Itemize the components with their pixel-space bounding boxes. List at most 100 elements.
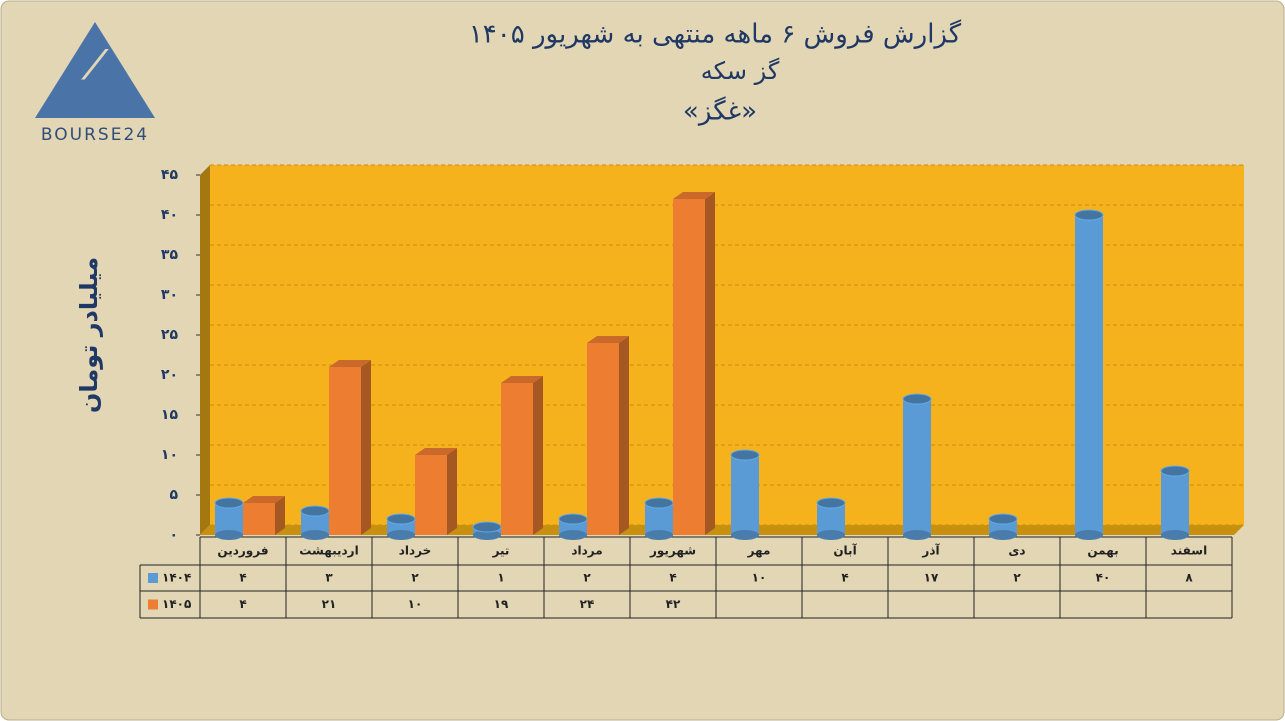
- y-tick-label: ۱۵: [161, 407, 179, 423]
- table-value: ۱: [497, 571, 504, 585]
- table-value: ۲: [583, 571, 591, 585]
- bar-side: [275, 496, 285, 535]
- table-value: ۲۱: [322, 597, 337, 611]
- x-tick-label: آبان: [833, 543, 857, 558]
- bar-cylinder: [472, 521, 502, 540]
- bar-cylinder: [730, 449, 760, 540]
- bar: [415, 448, 457, 535]
- legend-label: ۱۴۰۴: [162, 571, 191, 585]
- bar-cylinder: [816, 497, 846, 540]
- chart-title: گزارش فروش ۶ ماهه منتهی به شهریور ۱۴۰۵: [469, 19, 962, 50]
- bar-cylinder: [300, 505, 330, 540]
- bar-base: [903, 530, 931, 540]
- table-value: ۴: [841, 571, 848, 585]
- bar-top: [386, 513, 416, 525]
- y-tick-label: ۳۰: [161, 287, 178, 303]
- legend-swatch: [148, 573, 158, 583]
- bar-top: [300, 505, 330, 517]
- table-value: ۲: [411, 571, 419, 585]
- bar-cylinder: [214, 497, 244, 540]
- bar-top: [730, 449, 760, 461]
- bar-top: [558, 513, 588, 525]
- table-value: ۱۰: [408, 597, 423, 611]
- x-tick-label: تیر: [492, 544, 510, 558]
- bar-top: [816, 497, 846, 509]
- y-tick-label: ۴۵: [161, 167, 179, 183]
- bar-top: [988, 513, 1018, 525]
- bar-base: [989, 530, 1017, 540]
- table-value: ۱۰: [752, 571, 767, 585]
- y-tick-label: ۵: [169, 487, 178, 503]
- table-value: ۴: [239, 571, 246, 585]
- y-tick-label: ۲۰: [161, 367, 178, 383]
- table-value: ۱۹: [494, 597, 509, 611]
- bar-side: [533, 376, 543, 535]
- table-value: ۳: [325, 571, 333, 585]
- bar-top: [644, 497, 674, 509]
- x-tick-label: فروردین: [217, 544, 268, 559]
- bar-base: [645, 530, 673, 540]
- bar-cylinder: [644, 497, 674, 540]
- bar-base: [387, 530, 415, 540]
- x-tick-label: خرداد: [399, 544, 432, 558]
- bar-front: [587, 343, 619, 535]
- bar: [243, 496, 285, 535]
- bar-cylinder: [1074, 209, 1104, 540]
- bar: [501, 376, 543, 535]
- bar-front: [673, 199, 705, 535]
- x-tick-label: دی: [1008, 544, 1025, 558]
- bar-base: [1161, 530, 1189, 540]
- bar-base: [215, 530, 243, 540]
- bar-body: [731, 455, 759, 535]
- bar-base: [731, 530, 759, 540]
- x-tick-label: اسفند: [1171, 544, 1207, 558]
- legend-label: ۱۴۰۵: [162, 597, 191, 611]
- bar-cylinder: [988, 513, 1018, 540]
- bar-base: [301, 530, 329, 540]
- bar-front: [329, 367, 361, 535]
- bar-base: [559, 530, 587, 540]
- table-value: ۴۰: [1096, 571, 1111, 585]
- back-wall: [210, 165, 1244, 525]
- bar: [673, 192, 715, 535]
- bar-front: [243, 503, 275, 535]
- floor: [200, 525, 1244, 535]
- y-tick-label: ۴۰: [161, 207, 178, 223]
- bar-base: [473, 530, 501, 540]
- bar-top: [1160, 465, 1190, 477]
- bar-top: [501, 376, 543, 383]
- legend-swatch: [148, 599, 158, 610]
- table-value: ۴: [239, 597, 246, 611]
- bar-side: [705, 192, 715, 535]
- table-value: ۲: [1013, 571, 1021, 585]
- bar-top: [673, 192, 715, 199]
- bar-top: [329, 360, 371, 367]
- y-tick-label: ۳۵: [161, 247, 179, 263]
- bar-top: [587, 336, 629, 343]
- bar: [587, 336, 629, 535]
- side-wall: [200, 165, 210, 535]
- bar-base: [817, 530, 845, 540]
- x-tick-label: مرداد: [571, 544, 602, 558]
- y-tick-label: ۲۵: [161, 327, 179, 343]
- bar-top: [472, 521, 502, 533]
- y-axis-label: میلیادر تومان: [75, 257, 103, 413]
- bar-cylinder: [558, 513, 588, 540]
- table-value: ۴: [669, 571, 676, 585]
- bar-front: [501, 383, 533, 535]
- bar-body: [1161, 471, 1189, 535]
- bar-top: [902, 393, 932, 405]
- bar-side: [447, 448, 457, 535]
- x-tick-label: مهر: [747, 544, 771, 558]
- bar-side: [361, 360, 371, 535]
- annotation: «غگز»: [683, 96, 757, 127]
- bar-cylinder: [386, 513, 416, 540]
- y-tick-label: ۰: [169, 527, 178, 543]
- logo-text: BOURSE24: [41, 125, 149, 145]
- table-value: ۲۴: [580, 597, 595, 611]
- bar-top: [243, 496, 285, 503]
- x-tick-label: اردیبهشت: [299, 544, 358, 558]
- chart-subtitle: گز سکه: [701, 57, 780, 85]
- x-tick-label: آذر: [921, 543, 940, 558]
